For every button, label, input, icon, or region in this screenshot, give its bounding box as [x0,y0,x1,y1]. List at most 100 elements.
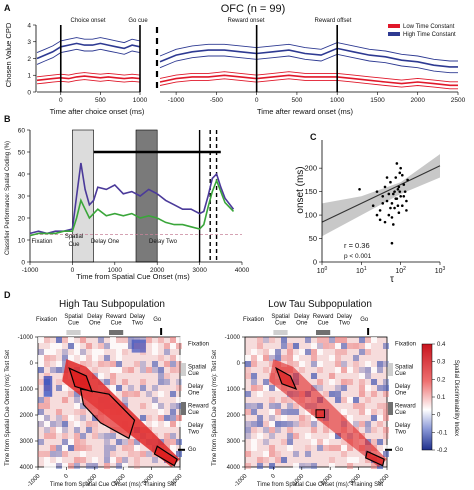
heatmap-right-cell [287,427,293,433]
heatmap-left-side-epoch-bar-reward [181,402,186,415]
heatmap-right-cell [263,355,269,361]
panel-c-point [390,202,394,205]
colorbar-tick-label: -0.1 [437,430,448,436]
heatmap-left-cell [98,373,104,379]
heatmap-left-cell [164,379,170,385]
panel-c-point [381,195,385,198]
heatmap-right-cell [311,355,317,361]
heatmap-left-cell [38,367,44,373]
panel-c-ylabel: onset (ms) [295,166,306,213]
panel-a-ytick-label: 3 [27,39,31,46]
heatmap-right-cell [335,391,341,397]
heatmap-right-cell [353,343,359,349]
heatmap-left-cell [80,433,86,439]
heatmap-left-cell [152,457,158,463]
heatmap-left-cell [80,415,86,421]
heatmap-right-cell [275,451,281,457]
panel-a-left-xlabel: Time after choice onset (ms) [50,107,145,116]
heatmap-left-cell [44,433,50,439]
heatmap-right-cell [377,367,383,373]
heatmap-right-cell [305,451,311,457]
heatmap-left-cell [80,409,86,415]
heatmap-left-side-epoch-label: Fixation [188,342,209,348]
heatmap-left-cell [170,403,176,409]
heatmap-left-cell [170,343,176,349]
heatmap-right-cell [275,427,281,433]
panel-a-xtick-label: 2500 [451,97,466,104]
heatmap-right-cell [245,355,251,361]
panel-c-point [405,209,408,212]
heatmap-left-cell [74,421,80,427]
heatmap-left-blue-patch [43,376,53,397]
heatmap-right-cell [365,397,371,403]
heatmap-right-side-epoch-label: Delay [395,423,410,429]
heatmap-right-cell [287,355,293,361]
heatmap-left-cell [170,439,176,445]
panel-c-point [396,204,400,207]
heatmap-right-cell [359,421,365,427]
heatmap-left-cell [110,367,116,373]
heatmap-right-cell [251,361,257,367]
heatmap-left-top-epoch-label: Two [132,321,144,327]
heatmap-left-cell [176,337,182,343]
heatmap-left-cell [38,415,44,421]
heatmap-right-xtick-label: -1000 [233,473,249,489]
heatmap-right-cell [311,463,317,469]
heatmap-left-cell [62,421,68,427]
heatmap-left-cell [176,415,182,421]
panel-c-confidence-band [322,154,440,237]
heatmap-left-cell [104,343,110,349]
heatmap-left-cell [170,415,176,421]
heatmap-left-cell [68,463,74,469]
heatmap-right-cell [251,373,257,379]
heatmap-right-cell [383,385,389,391]
heatmap-left-cell [158,379,164,385]
heatmap-left-cell [170,361,176,367]
heatmap-right-cell [347,367,353,373]
heatmap-right-cell [251,421,257,427]
heatmap-right-cell [293,361,299,367]
heatmap-left-cell [104,355,110,361]
panel-a-legend: Low Time Constant High Time Constant [388,24,456,38]
heatmap-left-cell [92,415,98,421]
heatmap-left-cell [56,415,62,421]
heatmap-left-ytick-label: 4000 [20,465,34,471]
panel-a-xtick-label: 0 [255,97,259,104]
heatmap-right-cell [353,355,359,361]
heatmap-right-cell [317,367,323,373]
colorbar-tick-label: 0 [437,413,441,419]
panel-b-xtick-label: 3000 [192,267,207,274]
heatmap-left-cell [104,433,110,439]
heatmap-right-ytick-label: -1000 [225,335,241,341]
heatmap-left-cell [38,379,44,385]
heatmap-left-cell [38,421,44,427]
heatmap-right-cell [281,439,287,445]
heatmap-left-cell [176,451,182,457]
heatmap-right-ytick-label: 0 [237,361,241,367]
heatmap-left-cell [170,337,176,343]
legend-swatch-low [388,24,400,28]
heatmap-right-cell [383,445,389,451]
heatmap-left-cell [134,451,140,457]
heatmap-right-cell [269,427,275,433]
heatmap-left-cell [38,409,44,415]
heatmap-left-cell [128,451,134,457]
heatmap-left-cell [62,355,68,361]
heatmap-right-cell [317,439,323,445]
heatmap-left-cell [104,439,110,445]
panel-c-xlabel: τ [390,274,394,285]
panel-a-right-plot: -1000 -500 0 500 1000 1500 2000 2500 [155,25,466,104]
heatmap-right-cell [293,463,299,469]
heatmap-right-cell [359,409,365,415]
heatmap-left-ylabel: Time from Spatial Cue Onset (ms): Test S… [5,350,11,466]
heatmap-right-cell [287,433,293,439]
panel-c-point [394,176,398,179]
heatmap-right-cell [293,403,299,409]
heatmap-left-side-epoch-label: Delay [188,423,203,429]
panel-c-xtick-label: 100 [317,266,328,275]
heatmap-left-significant-cluster [68,367,93,393]
heatmap-left-cell [110,385,116,391]
heatmap-left-cell [128,343,134,349]
heatmap-right-cell [251,409,257,415]
heatmap-left-cell [80,457,86,463]
